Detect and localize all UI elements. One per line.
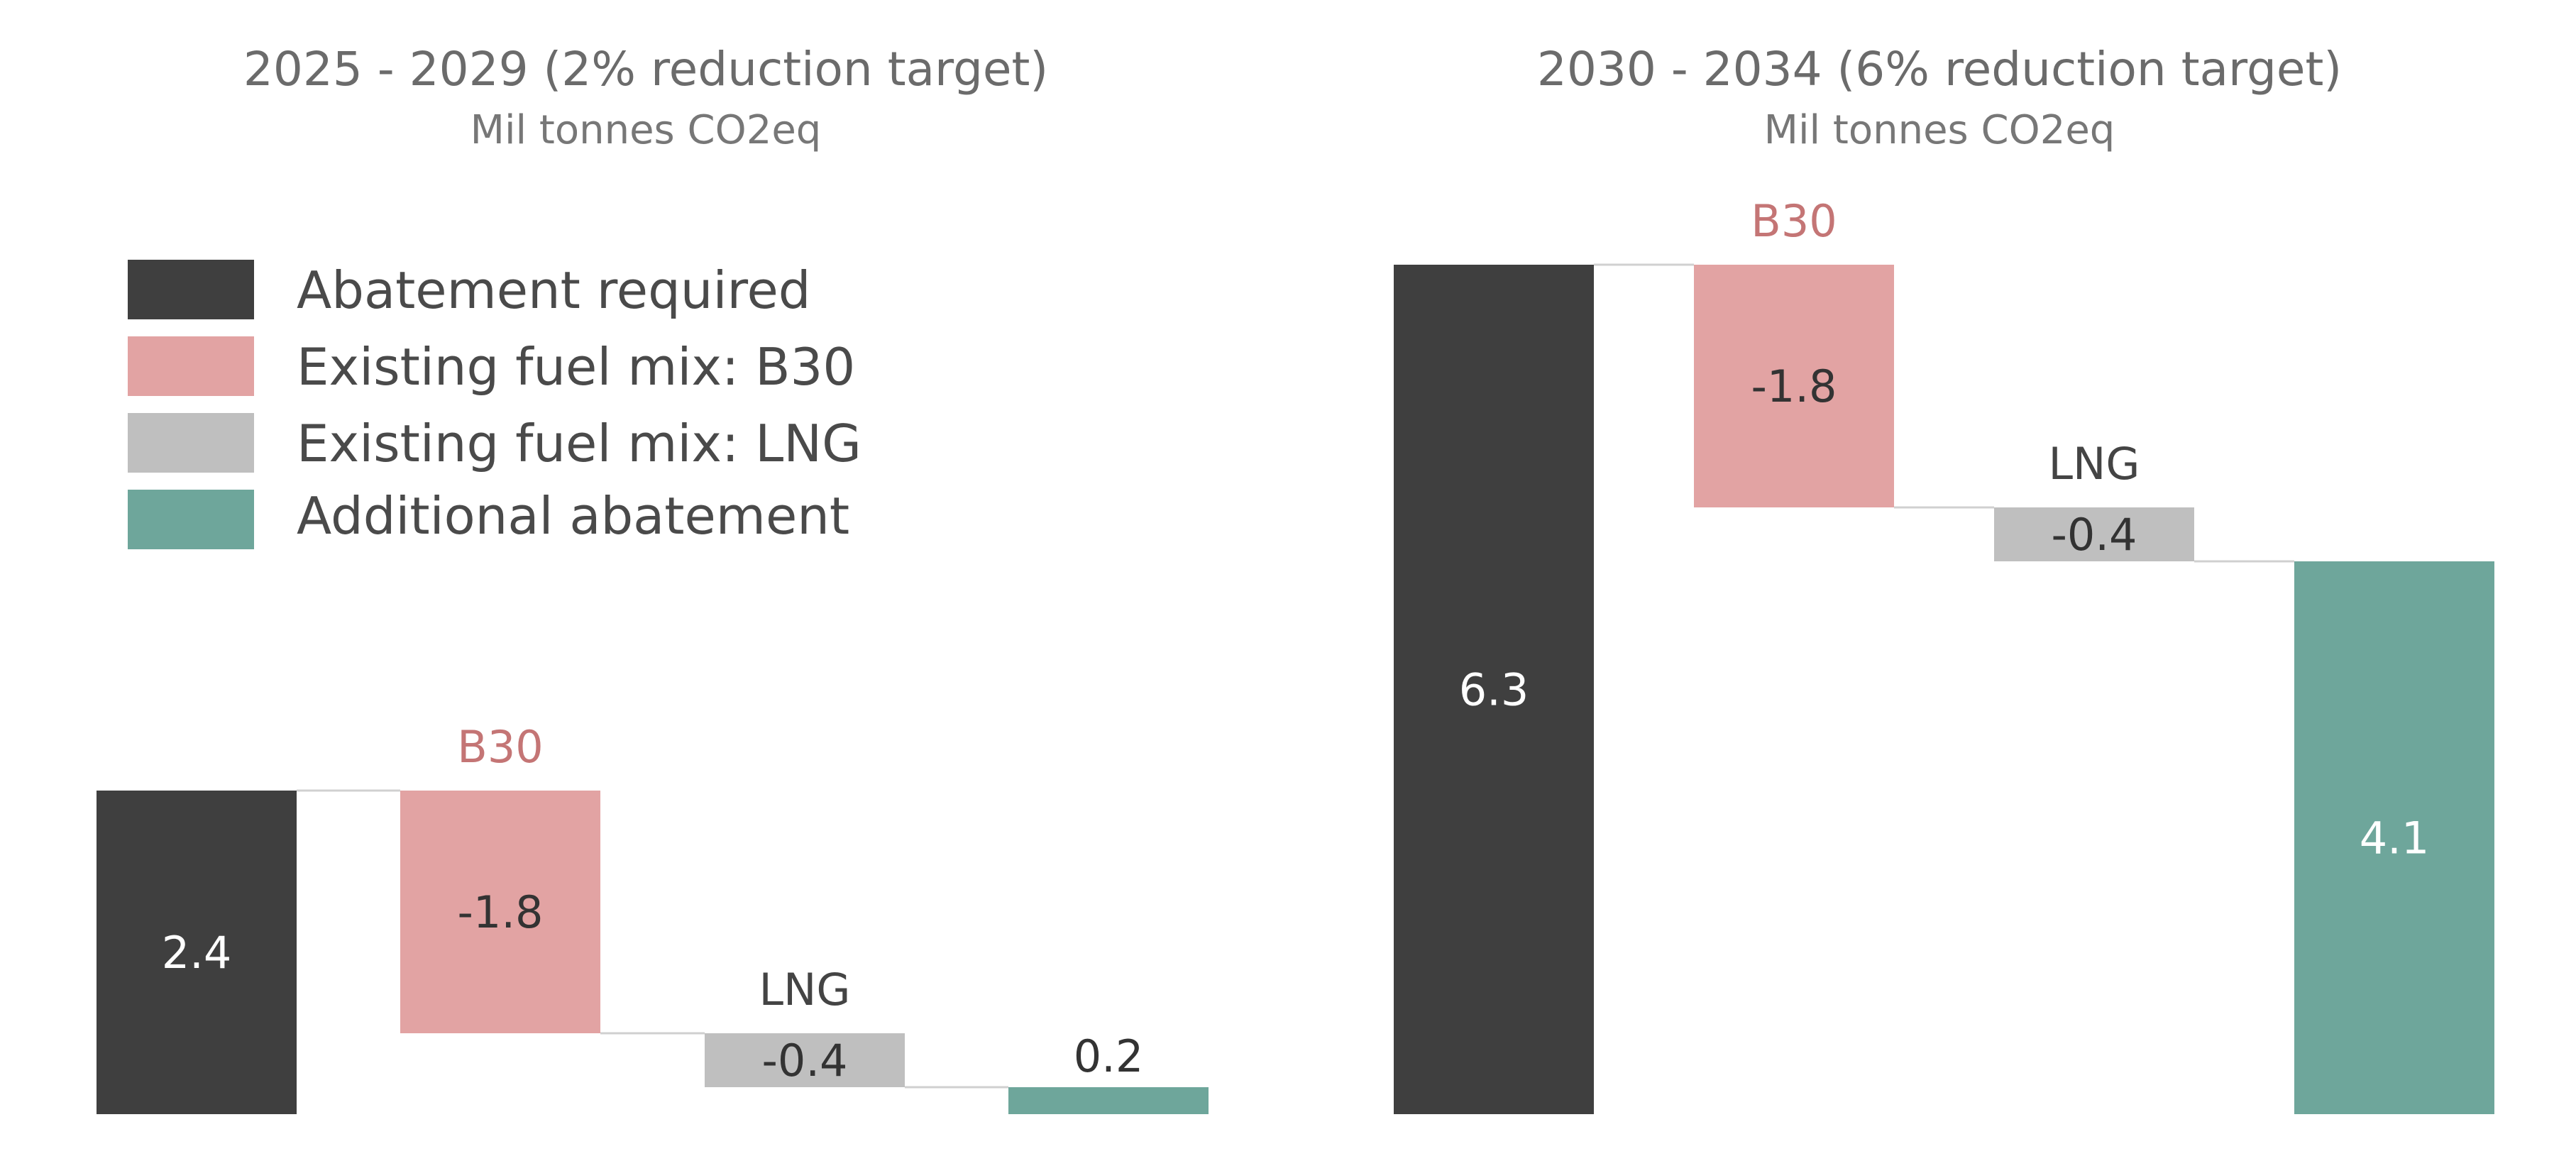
value-label-additional-abatement: 0.2	[1074, 1030, 1144, 1082]
panel-2-subtitle: Mil tonnes CO2eq	[1764, 107, 2115, 153]
bar-lng	[705, 1033, 905, 1087]
category-label-b30: B30	[457, 721, 543, 773]
value-label-b30: -1.8	[458, 886, 544, 938]
category-label-lng: LNG	[2049, 438, 2140, 490]
bar-b30	[1694, 265, 1894, 507]
category-label-lng: LNG	[759, 964, 851, 1016]
bar-b30	[400, 791, 600, 1033]
panel-1-title: 2025 - 2029 (2% reduction target)	[243, 42, 1048, 97]
legend-swatch-b30	[128, 336, 254, 396]
legend-swatch-additional-abatement	[128, 490, 254, 549]
value-label-abatement-required: 6.3	[1459, 664, 1529, 716]
bar-abatement-required	[97, 791, 297, 1114]
bar-lng	[1994, 507, 2194, 561]
legend-label-lng: Existing fuel mix: LNG	[297, 414, 862, 473]
bar-additional-abatement	[2294, 561, 2494, 1114]
legend: Abatement required Existing fuel mix: B3…	[128, 260, 862, 549]
panel-1-subtitle: Mil tonnes CO2eq	[470, 107, 822, 153]
value-label-lng: -0.4	[2052, 509, 2137, 561]
legend-swatch-abatement-required	[128, 260, 254, 319]
legend-label-abatement-required: Abatement required	[297, 260, 810, 320]
bar-abatement-required	[1394, 265, 1594, 1114]
value-label-lng: -0.4	[762, 1035, 848, 1086]
value-label-b30: -1.8	[1751, 361, 1837, 412]
panel-2-title: 2030 - 2034 (6% reduction target)	[1537, 42, 2342, 97]
value-label-additional-abatement: 4.1	[2360, 813, 2430, 864]
legend-label-b30: Existing fuel mix: B30	[297, 337, 855, 397]
legend-label-additional-abatement: Additional abatement	[297, 486, 849, 546]
bar-additional-abatement	[1008, 1087, 1209, 1114]
waterfall-chart-1: 2.4 -1.8 B30 -0.4 LNG 0.2	[97, 721, 1209, 1114]
waterfall-chart-2: 6.3 -1.8 B30 -0.4 LNG 4.1	[1394, 195, 2494, 1114]
legend-swatch-lng	[128, 413, 254, 473]
category-label-b30: B30	[1751, 195, 1837, 247]
value-label-abatement-required: 2.4	[162, 927, 232, 979]
